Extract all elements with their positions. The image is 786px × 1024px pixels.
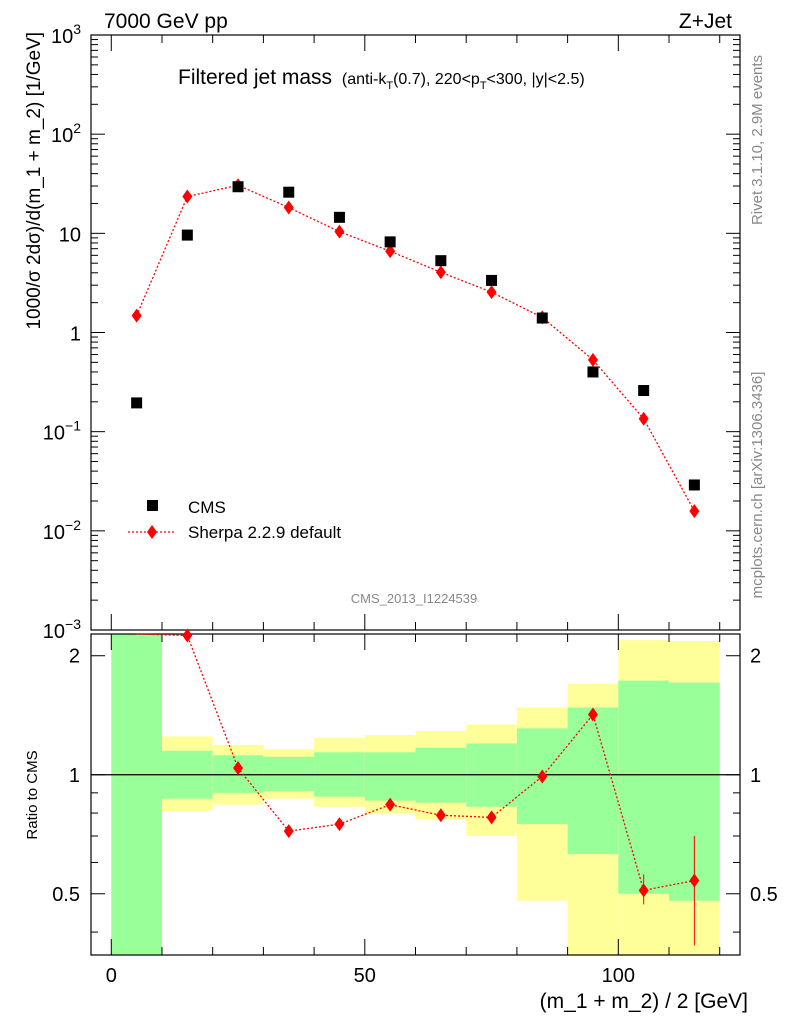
sherpa-ratio-point bbox=[435, 808, 446, 823]
sherpa-ratio-point bbox=[537, 769, 548, 784]
stat-uncertainty-band bbox=[364, 752, 416, 801]
sherpa-ratio-point bbox=[587, 707, 598, 722]
legend-cms-marker bbox=[147, 500, 158, 511]
ratio-tick-label: 2 bbox=[750, 646, 761, 668]
plot-title-main: Filtered jet mass bbox=[178, 66, 332, 89]
stat-uncertainty-band bbox=[263, 756, 315, 791]
y-tick-label: 10−2 bbox=[43, 517, 81, 544]
y-tick-label: 102 bbox=[51, 120, 81, 147]
mcplots-label: mcplots.cern.ch [arXiv:1306.3436] bbox=[749, 372, 766, 599]
x-tick-label: 100 bbox=[602, 965, 635, 987]
sherpa-ratio-point bbox=[334, 817, 345, 832]
x-tick-label: 0 bbox=[106, 965, 117, 987]
sherpa-ratio-line bbox=[136, 633, 695, 892]
sherpa-point bbox=[182, 189, 193, 204]
sherpa-ratio-point bbox=[283, 824, 294, 839]
cms-point bbox=[688, 479, 700, 491]
cms-point bbox=[181, 229, 193, 241]
sherpa-ratio-point bbox=[385, 797, 396, 812]
sherpa-ratio-point bbox=[689, 873, 700, 888]
y-tick-label: 10−3 bbox=[43, 616, 81, 643]
legend: CMS Sherpa 2.2.9 default bbox=[128, 498, 341, 542]
sherpa-point bbox=[638, 411, 649, 426]
sherpa-series-main bbox=[131, 178, 700, 519]
cms-point bbox=[131, 397, 143, 409]
ratio-tick-label: 2 bbox=[69, 646, 80, 668]
cms-point bbox=[232, 181, 244, 193]
plot-title: Filtered jet mass (anti-kT(0.7), 220<pT<… bbox=[178, 66, 585, 92]
sherpa-point bbox=[435, 265, 446, 280]
stat-uncertainty-band bbox=[111, 634, 162, 955]
stat-uncertainty-band bbox=[567, 707, 619, 855]
y-tick-label: 10 bbox=[59, 224, 81, 246]
legend-cms-label: CMS bbox=[188, 498, 226, 517]
sherpa-line bbox=[136, 184, 695, 512]
sherpa-point bbox=[385, 244, 396, 259]
sherpa-ratio-point bbox=[486, 810, 497, 825]
x-axis-title: (m_1 + m_2) / 2 [GeV] bbox=[540, 990, 748, 1013]
header-left: 7000 GeV pp bbox=[104, 10, 228, 33]
cms-point bbox=[333, 211, 345, 223]
ratio-tick-label: 0.5 bbox=[52, 884, 80, 906]
sherpa-point bbox=[283, 200, 294, 215]
sherpa-point bbox=[689, 504, 700, 519]
y-axis-title: 1000/σ 2dσ)/d(m_1 + m_2) [1/GeV] bbox=[24, 32, 45, 330]
x-tick-label: 50 bbox=[354, 965, 376, 987]
sherpa-point bbox=[131, 308, 142, 323]
y-tick-label: 10−1 bbox=[43, 418, 81, 445]
cms-point bbox=[435, 255, 447, 267]
cms-point bbox=[384, 236, 396, 248]
stat-uncertainty-band bbox=[618, 680, 670, 894]
legend-sherpa-label: Sherpa 2.2.9 default bbox=[188, 523, 341, 542]
analysis-watermark: CMS_2013_I1224539 bbox=[351, 591, 478, 606]
ratio-tick-label: 0.5 bbox=[750, 884, 778, 906]
plot-title-sub: (anti-k bbox=[342, 71, 387, 88]
cms-point bbox=[486, 274, 498, 286]
cms-point bbox=[283, 186, 295, 198]
cms-point bbox=[536, 312, 548, 324]
sherpa-ratio-point bbox=[638, 883, 649, 898]
ratio-tick-label: 1 bbox=[750, 765, 761, 787]
cms-point bbox=[638, 385, 650, 397]
sherpa-point bbox=[334, 224, 345, 239]
header-right: Z+Jet bbox=[679, 10, 732, 33]
cms-point bbox=[587, 366, 599, 378]
rivet-label: Rivet 3.1.10, 2.9M events bbox=[749, 55, 766, 225]
ratio-tick-label: 1 bbox=[69, 765, 80, 787]
ratio-uncertainty-bands bbox=[91, 634, 740, 955]
sherpa-ratio-point bbox=[233, 761, 244, 776]
ratio-axis-title: Ratio to CMS bbox=[24, 750, 41, 839]
y-tick-label: 103 bbox=[51, 21, 81, 48]
sherpa-ratio-point bbox=[182, 628, 193, 643]
y-tick-label: 1 bbox=[70, 324, 81, 346]
legend-sherpa-marker bbox=[147, 525, 157, 539]
cms-series-main bbox=[131, 181, 700, 491]
sherpa-point bbox=[587, 352, 598, 367]
sherpa-point bbox=[486, 285, 497, 300]
sherpa-series-ratio bbox=[136, 628, 700, 946]
